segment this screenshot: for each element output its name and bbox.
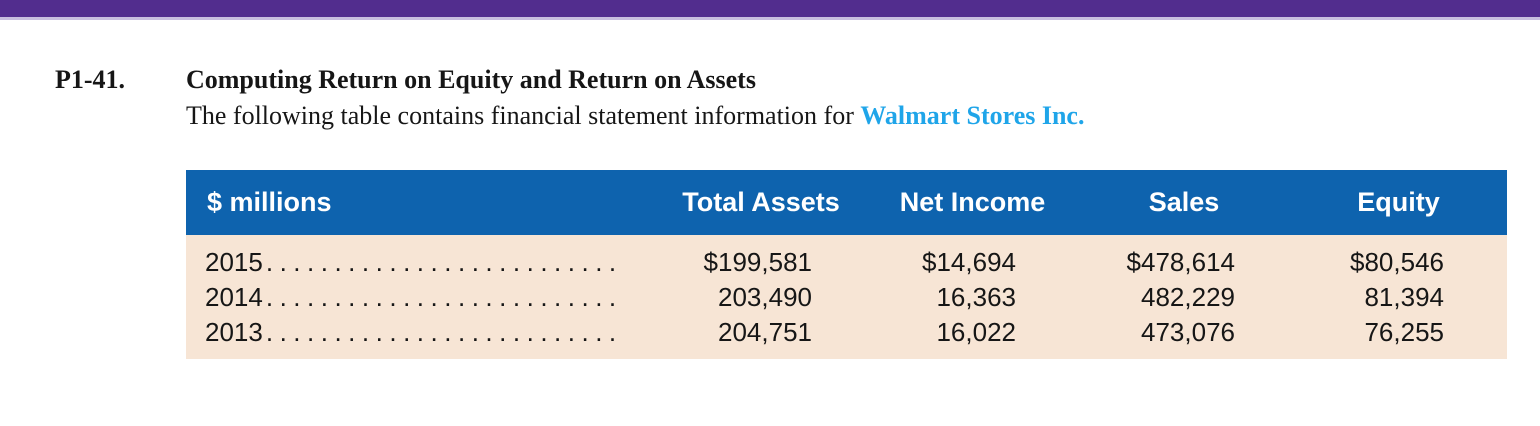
problem-title: Computing Return on Equity and Return on… (186, 65, 756, 94)
cell-sales: 482,229 (1141, 282, 1235, 312)
col-header-millions: $ millions (186, 170, 655, 235)
table-row-2015: 2015.......................... $199,581 … (186, 235, 1507, 280)
cell-total-assets: $199,581 (703, 247, 812, 277)
col-header-net-income: Net Income (867, 170, 1078, 235)
page: P1-41. Computing Return on Equity and Re… (0, 0, 1540, 359)
cell-equity: $80,546 (1350, 247, 1444, 277)
problem-number: P1-41. (55, 65, 126, 94)
cell-total-assets: 204,751 (718, 317, 812, 347)
col-header-equity: Equity (1290, 170, 1507, 235)
intro-text: The following table contains financial s… (186, 101, 861, 130)
cell-year: 2013.......................... (186, 315, 655, 359)
cell-equity: 76,255 (1364, 317, 1444, 347)
top-accent-bar (0, 0, 1540, 17)
problem-intro: The following table contains financial s… (186, 100, 1507, 132)
problem-block: P1-41. Computing Return on Equity and Re… (0, 64, 1540, 359)
cell-sales: $478,614 (1126, 247, 1235, 277)
header-row: $ millions Total Assets Net Income Sales… (186, 170, 1507, 235)
dot-leader: .......................... (265, 317, 623, 347)
dot-leader: .......................... (265, 247, 623, 277)
cell-net-income: $14,694 (922, 247, 1016, 277)
row-year: 2014 (205, 282, 263, 312)
col-header-total-assets: Total Assets (655, 170, 867, 235)
cell-net-income: 16,022 (936, 317, 1016, 347)
cell-net-income: 16,363 (936, 282, 1016, 312)
table-row-2014: 2014.......................... 203,490 1… (186, 280, 1507, 315)
top-accent-line (0, 17, 1540, 20)
dot-leader: .......................... (265, 282, 623, 312)
cell-year: 2014.......................... (186, 280, 655, 315)
financial-table: $ millions Total Assets Net Income Sales… (186, 170, 1507, 359)
problem-body: Computing Return on Equity and Return on… (186, 64, 1507, 359)
row-year: 2015 (205, 247, 263, 277)
cell-year: 2015.......................... (186, 235, 655, 280)
col-header-sales: Sales (1078, 170, 1290, 235)
cell-total-assets: 203,490 (718, 282, 812, 312)
cell-sales: 473,076 (1141, 317, 1235, 347)
table-row-2013: 2013.......................... 204,751 1… (186, 315, 1507, 359)
row-year: 2013 (205, 317, 263, 347)
cell-equity: 81,394 (1364, 282, 1444, 312)
company-name: Walmart Stores Inc. (860, 101, 1085, 130)
